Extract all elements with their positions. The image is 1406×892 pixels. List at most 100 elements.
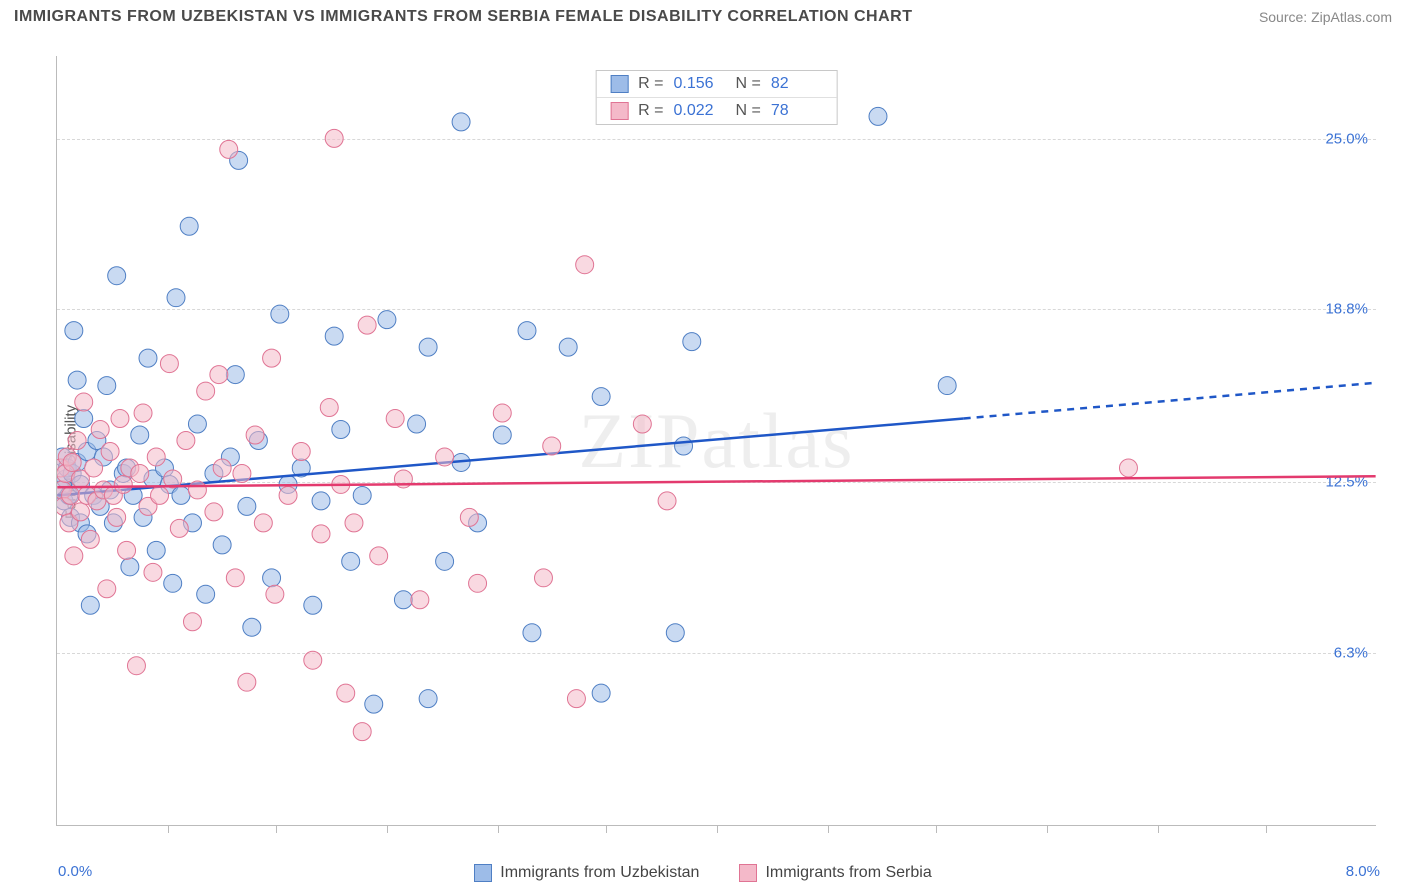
legend-label: Immigrants from Uzbekistan <box>500 864 699 882</box>
legend-swatch <box>610 102 628 120</box>
stats-legend: R =0.156N =82R =0.022N =78 <box>595 70 838 125</box>
scatter-point-uzbekistan <box>523 624 541 642</box>
scatter-point-uzbekistan <box>263 569 281 587</box>
scatter-point-serbia <box>279 486 297 504</box>
scatter-point-uzbekistan <box>312 492 330 510</box>
x-tick <box>717 825 718 833</box>
stats-legend-row: R =0.156N =82 <box>596 71 837 98</box>
scatter-point-uzbekistan <box>436 552 454 570</box>
scatter-point-serbia <box>233 464 251 482</box>
scatter-point-uzbekistan <box>325 327 343 345</box>
scatter-point-uzbekistan <box>108 267 126 285</box>
scatter-point-serbia <box>111 410 129 428</box>
scatter-point-uzbekistan <box>518 322 536 340</box>
scatter-point-serbia <box>312 525 330 543</box>
scatter-point-uzbekistan <box>394 591 412 609</box>
scatter-point-serbia <box>170 519 188 537</box>
scatter-point-uzbekistan <box>353 486 371 504</box>
scatter-point-uzbekistan <box>75 410 93 428</box>
scatter-svg <box>57 56 1376 825</box>
scatter-point-uzbekistan <box>378 311 396 329</box>
scatter-point-uzbekistan <box>592 684 610 702</box>
stat-n-label: N = <box>736 102 761 120</box>
scatter-point-serbia <box>358 316 376 334</box>
scatter-point-serbia <box>370 547 388 565</box>
scatter-point-serbia <box>210 366 228 384</box>
bottom-legend: Immigrants from UzbekistanImmigrants fro… <box>14 864 1392 882</box>
bottom-legend-item: Immigrants from Uzbekistan <box>474 864 699 882</box>
scatter-point-serbia <box>337 684 355 702</box>
scatter-point-serbia <box>71 503 89 521</box>
scatter-point-uzbekistan <box>180 217 198 235</box>
scatter-point-serbia <box>75 393 93 411</box>
scatter-point-serbia <box>108 508 126 526</box>
scatter-point-uzbekistan <box>408 415 426 433</box>
scatter-point-uzbekistan <box>188 415 206 433</box>
scatter-point-uzbekistan <box>167 289 185 307</box>
x-tick <box>168 825 169 833</box>
scatter-point-uzbekistan <box>197 585 215 603</box>
scatter-point-serbia <box>197 382 215 400</box>
scatter-point-uzbekistan <box>131 426 149 444</box>
scatter-point-serbia <box>263 349 281 367</box>
stat-n-value: 82 <box>771 75 823 93</box>
scatter-point-uzbekistan <box>559 338 577 356</box>
stat-r-value: 0.022 <box>674 102 726 120</box>
scatter-point-serbia <box>118 541 136 559</box>
scatter-point-serbia <box>131 464 149 482</box>
scatter-point-serbia <box>127 657 145 675</box>
scatter-point-uzbekistan <box>493 426 511 444</box>
scatter-point-uzbekistan <box>147 541 165 559</box>
legend-swatch <box>739 864 757 882</box>
x-tick <box>1266 825 1267 833</box>
scatter-point-uzbekistan <box>65 322 83 340</box>
scatter-point-uzbekistan <box>139 349 157 367</box>
scatter-point-serbia <box>633 415 651 433</box>
x-tick <box>387 825 388 833</box>
scatter-point-serbia <box>1119 459 1137 477</box>
scatter-point-serbia <box>101 442 119 460</box>
x-tick <box>276 825 277 833</box>
source-label: Source: ZipAtlas.com <box>1259 9 1392 25</box>
scatter-point-serbia <box>91 421 109 439</box>
scatter-point-uzbekistan <box>226 366 244 384</box>
x-tick <box>606 825 607 833</box>
scatter-point-uzbekistan <box>68 371 86 389</box>
chart-title: IMMIGRANTS FROM UZBEKISTAN VS IMMIGRANTS… <box>14 8 913 26</box>
scatter-point-uzbekistan <box>342 552 360 570</box>
scatter-point-serbia <box>134 404 152 422</box>
scatter-point-uzbekistan <box>238 497 256 515</box>
scatter-point-uzbekistan <box>419 690 437 708</box>
scatter-point-uzbekistan <box>365 695 383 713</box>
scatter-point-serbia <box>266 585 284 603</box>
scatter-point-serbia <box>65 547 83 565</box>
scatter-point-uzbekistan <box>675 437 693 455</box>
scatter-point-uzbekistan <box>419 338 437 356</box>
stat-n-label: N = <box>736 75 761 93</box>
regression-line-dashed-uzbekistan <box>964 383 1376 419</box>
x-tick <box>828 825 829 833</box>
scatter-point-uzbekistan <box>81 596 99 614</box>
scatter-point-serbia <box>85 459 103 477</box>
scatter-point-serbia <box>411 591 429 609</box>
scatter-point-uzbekistan <box>164 574 182 592</box>
stat-r-label: R = <box>638 75 663 93</box>
scatter-point-uzbekistan <box>592 388 610 406</box>
scatter-point-serbia <box>147 448 165 466</box>
scatter-point-uzbekistan <box>121 558 139 576</box>
scatter-point-serbia <box>543 437 561 455</box>
scatter-point-serbia <box>567 690 585 708</box>
scatter-point-serbia <box>320 399 338 417</box>
scatter-point-serbia <box>188 481 206 499</box>
scatter-point-uzbekistan <box>869 107 887 125</box>
scatter-point-serbia <box>238 673 256 691</box>
scatter-point-serbia <box>325 129 343 147</box>
chart-header: IMMIGRANTS FROM UZBEKISTAN VS IMMIGRANTS… <box>0 0 1406 32</box>
plot-area: ZIPatlas R =0.156N =82R =0.022N =78 6.3%… <box>56 56 1376 826</box>
scatter-point-uzbekistan <box>666 624 684 642</box>
scatter-point-uzbekistan <box>938 377 956 395</box>
scatter-point-serbia <box>304 651 322 669</box>
scatter-point-serbia <box>205 503 223 521</box>
scatter-point-serbia <box>460 508 478 526</box>
scatter-point-serbia <box>68 432 86 450</box>
